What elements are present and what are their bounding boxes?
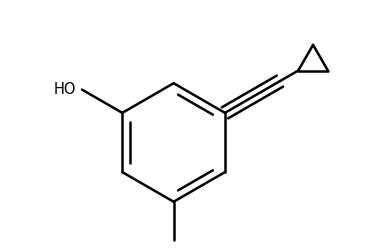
Text: HO: HO (53, 82, 76, 97)
